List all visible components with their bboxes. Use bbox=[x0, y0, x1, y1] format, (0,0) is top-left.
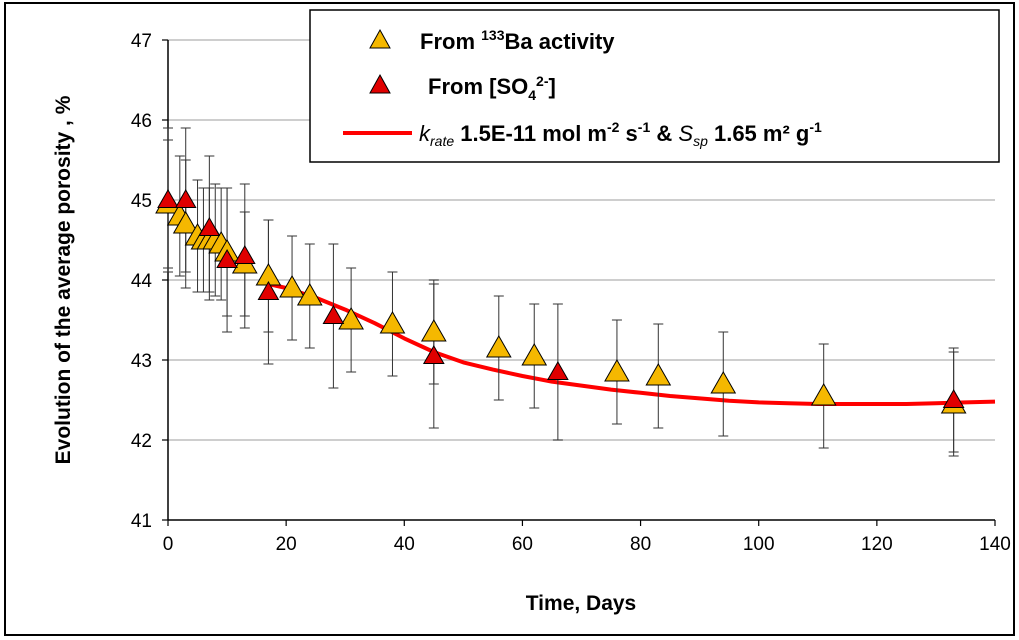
tick-labels: 41 42 43 44 45 46 47 0 20 40 60 80 100 120 140 bbox=[131, 31, 1011, 555]
y-tick-label-41: 41 bbox=[131, 511, 152, 532]
marker-so4-6 bbox=[322, 304, 345, 324]
marker-ba-19 bbox=[645, 362, 672, 386]
x-tick-label-140: 140 bbox=[979, 534, 1011, 555]
marker-so4-3 bbox=[216, 248, 238, 268]
legend-marker-so4 bbox=[369, 73, 391, 94]
marker-so4-5 bbox=[257, 280, 280, 300]
marker-ba-12 bbox=[296, 282, 323, 306]
marker-ba-14 bbox=[379, 310, 406, 334]
legend: From 133Ba activity From [SO42-] krate 1… bbox=[309, 9, 1000, 163]
x-tick-label-60: 60 bbox=[512, 534, 533, 555]
x-tick-label-20: 20 bbox=[276, 534, 297, 555]
x-tick-label-40: 40 bbox=[394, 534, 415, 555]
y-tick-label-44: 44 bbox=[131, 271, 153, 292]
y-tick-label-47: 47 bbox=[131, 31, 152, 52]
y-tick-label-42: 42 bbox=[131, 431, 152, 452]
y-tick-label-43: 43 bbox=[131, 351, 152, 372]
marker-ba-21 bbox=[810, 382, 837, 406]
marker-ba-17 bbox=[521, 342, 548, 366]
marker-ba-20 bbox=[710, 370, 737, 394]
marker-ba-15 bbox=[420, 318, 447, 342]
marker-ba-13 bbox=[338, 306, 364, 330]
y-tick-label-46: 46 bbox=[131, 111, 152, 132]
marker-so4-7 bbox=[422, 344, 445, 364]
chart-frame bbox=[4, 2, 1015, 636]
data-markers bbox=[155, 188, 967, 414]
marker-ba-2 bbox=[172, 210, 199, 234]
marker-so4-1 bbox=[174, 188, 197, 208]
fit-curve bbox=[267, 282, 996, 406]
legend-label-so4: From [SO42-] bbox=[428, 73, 556, 103]
fit-curve-group bbox=[267, 282, 996, 406]
legend-label-fit: krate 1.5E-11 mol m-2 s-1 & Ssp 1.65 m² … bbox=[419, 119, 822, 149]
marker-so4-4 bbox=[233, 244, 256, 264]
y-axis-label: Evolution of the average porosity , % bbox=[52, 95, 75, 464]
x-tick-label-80: 80 bbox=[630, 534, 651, 555]
marker-so4-8 bbox=[547, 360, 569, 380]
legend-marker-ba bbox=[369, 28, 391, 49]
marker-so4-9 bbox=[942, 388, 965, 408]
x-axis-label: Time, Days bbox=[526, 592, 637, 615]
x-tick-label-120: 120 bbox=[861, 534, 893, 555]
legend-box bbox=[309, 9, 1000, 163]
marker-ba-11 bbox=[279, 274, 305, 298]
x-tick-label-100: 100 bbox=[743, 534, 775, 555]
legend-label-ba: From 133Ba activity bbox=[420, 27, 615, 54]
y-tick-label-45: 45 bbox=[131, 191, 152, 212]
marker-so4-2 bbox=[198, 216, 221, 236]
marker-so4-0 bbox=[157, 188, 179, 208]
marker-ba-16 bbox=[485, 334, 512, 358]
marker-ba-18 bbox=[604, 358, 630, 382]
x-tick-label-0: 0 bbox=[163, 534, 174, 555]
